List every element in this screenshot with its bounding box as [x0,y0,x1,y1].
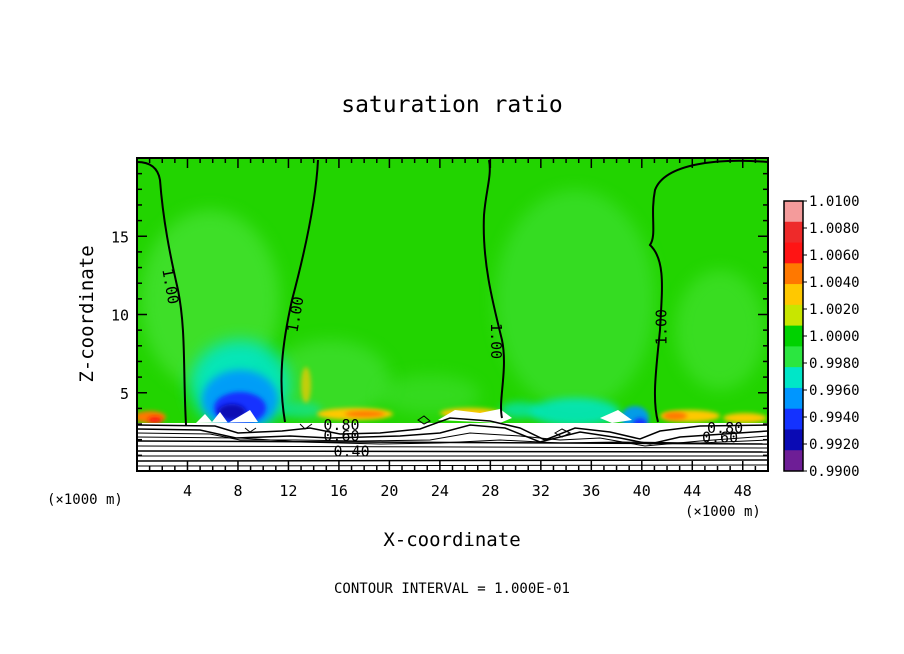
colorbar-label: 1.0100 [809,194,860,210]
x-axis: 4 8 12 16 20 24 28 32 36 40 44 48 [148,158,757,500]
colorbar-swatch [784,284,803,306]
x-axis-label: X-coordinate [383,529,520,551]
colorbar-swatch [784,346,803,368]
contour-interval: CONTOUR INTERVAL = 1.000E-01 [334,581,570,597]
colorbar-swatch [784,408,803,430]
colorbar-label: 1.0020 [809,302,860,318]
contour-label: 0.60 [323,427,359,445]
contour-label: 1.00 [284,295,308,334]
y-tick-label: 5 [120,385,129,403]
colorbar-swatch [784,242,803,264]
x-tick-label: 12 [279,482,297,500]
colorbar-swatch [784,429,803,451]
x-tick-label: 20 [380,482,398,500]
contour-label: 1.00 [487,323,505,359]
contour-label: 1.00 [652,309,670,345]
x-tick-label: 8 [233,482,242,500]
x-unit-left: (×1000 m) [47,492,123,508]
colorbar-swatch [784,367,803,389]
x-tick-label: 32 [532,482,550,500]
contour-label: 0.80 [707,419,743,437]
colorbar-label: 0.9900 [809,464,860,480]
plot-area: 1.001.001.00 1.000.800.600.400.800.60 [137,158,768,471]
contour-label: 0.40 [333,443,369,461]
x-tick-label: 48 [734,482,752,500]
colorbar-swatch [784,263,803,285]
x-tick-label: 4 [183,482,192,500]
colorbar-label: 0.9960 [809,383,860,399]
x-tick-label: 40 [633,482,651,500]
colorbar-label: 1.0060 [809,248,860,264]
x-tick-label: 16 [330,482,348,500]
colorbar-swatch [784,304,803,327]
contour-label: 0.60 [702,429,738,447]
y-axis-label: Z-coordinate [76,245,98,382]
colorbar-swatch [784,387,803,410]
contour-label: 0.80 [323,416,359,434]
colorbar-swatch [784,450,803,472]
y-tick-label: 10 [111,307,129,325]
colorbar-label: 0.9920 [809,437,860,453]
y-tick-label: 15 [111,228,129,246]
colorbar-label: 0.9980 [809,356,860,372]
contour-label: 1.00 [158,267,182,306]
x-unit-right: (×1000 m) [685,504,761,520]
colorbar-swatch [784,325,803,347]
colorbar-label: 1.0080 [809,221,860,237]
y-axis: 5 10 15 [111,172,768,457]
x-tick-label: 36 [582,482,600,500]
x-tick-label: 44 [683,482,701,500]
colorbar: 1.0100 1.0080 1.0060 1.0040 1.0020 1.0000 0.99… [783,194,860,480]
colorbar-label: 0.9940 [809,410,860,426]
colorbar-label: 1.0000 [809,329,860,345]
chart-title: saturation ratio [341,92,563,118]
colorbar-label: 1.0040 [809,275,860,291]
colorbar-swatch [784,221,803,244]
x-tick-label: 28 [481,482,499,500]
x-tick-label: 24 [431,482,449,500]
contour-labels: 1.001.001.00 1.000.800.600.400.800.60 [158,267,743,461]
colorbar-swatch [784,201,803,223]
contour-lines [137,159,768,467]
